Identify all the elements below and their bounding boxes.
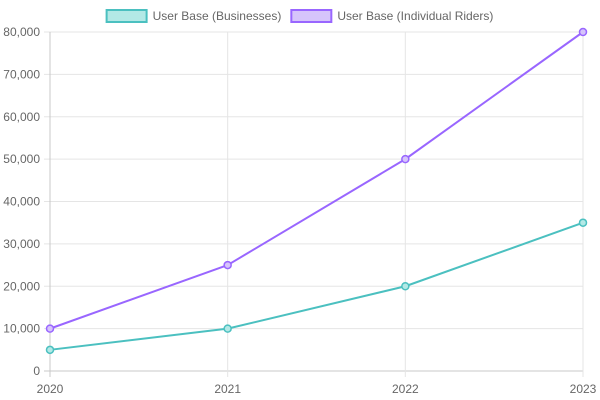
legend-label: User Base (Businesses) (153, 9, 282, 23)
axes: 0 10,000 20,000 30,000 40,000 50,000 60,000 70,… (3, 25, 596, 396)
legend-label: User Base (Individual Riders) (337, 9, 493, 23)
legend: User Base (Businesses) User Base (Individ… (105, 9, 493, 23)
data-point[interactable] (45, 324, 55, 333)
data-point[interactable] (45, 345, 55, 355)
series-1 (45, 218, 588, 355)
y-tick-label: 60,000 (3, 110, 40, 124)
x-tick-label: 2023 (570, 382, 597, 396)
series-2 (45, 27, 588, 333)
data-point[interactable] (578, 27, 588, 37)
legend-item[interactable]: User Base (Individual Riders) (290, 9, 493, 23)
x-tick-label: 2020 (37, 382, 64, 396)
series-line (49, 31, 584, 330)
series-line (49, 221, 584, 351)
data-point[interactable] (223, 260, 232, 270)
x-tick-label: 2021 (214, 382, 241, 396)
data-point[interactable] (401, 282, 410, 291)
y-tick-label: 50,000 (3, 152, 40, 166)
y-tick-label: 20,000 (3, 279, 40, 293)
data-point[interactable] (223, 324, 232, 333)
y-tick-label: 40,000 (3, 195, 40, 209)
y-tick-label: 10,000 (3, 322, 40, 336)
y-tick-label: 70,000 (3, 67, 40, 81)
gridlines (44, 31, 584, 377)
legend-item[interactable]: User Base (Businesses) (105, 9, 282, 23)
data-point[interactable] (401, 154, 410, 164)
legend-swatch (105, 9, 148, 23)
y-tick-label: 80,000 (3, 25, 40, 39)
y-tick-label: 0 (33, 364, 40, 378)
x-tick-label: 2022 (392, 382, 419, 396)
series-layer (45, 27, 588, 355)
data-point[interactable] (578, 218, 588, 227)
y-tick-label: 30,000 (3, 237, 40, 251)
legend-swatch (290, 9, 333, 23)
